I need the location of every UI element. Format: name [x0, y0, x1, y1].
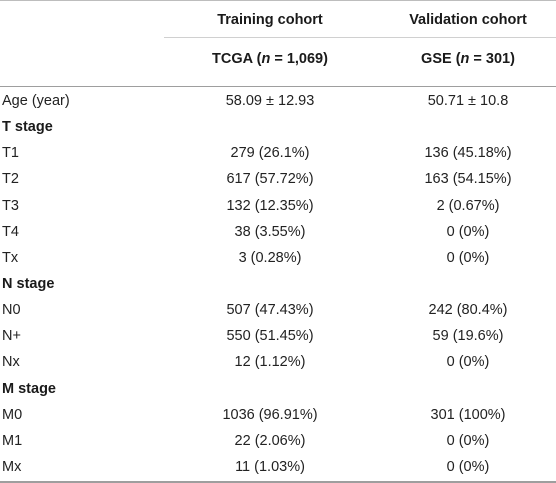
row-label: T3 [2, 197, 19, 214]
table-row: N+ 550 (51.45%) 59 (19.6%) [0, 323, 556, 349]
training-value: 132 (12.35%) [226, 197, 314, 214]
row-label: M1 [2, 432, 23, 449]
section-row: N stage [0, 271, 556, 297]
validation-value: 0 (0%) [446, 223, 490, 240]
validation-value: 0 (0%) [446, 432, 490, 449]
validation-value: 0 (0%) [446, 354, 490, 371]
table-row: T4 38 (3.55%) 0 (0%) [0, 219, 556, 245]
validation-value: 0 (0%) [446, 249, 490, 266]
validation-value: 301 (100%) [430, 406, 506, 423]
validation-value: 242 (80.4%) [428, 302, 508, 319]
table-row: N0 507 (47.43%) 242 (80.4%) [0, 297, 556, 323]
validation-value: 136 (45.18%) [424, 145, 512, 162]
table-top-rule [0, 0, 556, 1]
table-row: M1 22 (2.06%) 0 (0%) [0, 428, 556, 454]
training-value: 617 (57.72%) [226, 171, 314, 188]
validation-value: 50.71 ± 10.8 [427, 93, 509, 109]
section-label: M stage [2, 380, 56, 397]
table-body: Age (year) 58.09 ± 12.93 50.71 ± 10.8 T sta… [0, 88, 556, 480]
validation-value: 2 (0.67%) [436, 197, 500, 214]
row-label: Age (year) [2, 93, 70, 109]
training-value: 1036 (96.91%) [222, 406, 318, 423]
row-label: N0 [2, 302, 21, 319]
row-label: Mx [2, 458, 22, 475]
row-label: N+ [2, 328, 21, 345]
table-bottom-rule [0, 481, 556, 483]
row-label: T4 [2, 223, 19, 240]
row-label: Nx [2, 354, 20, 371]
row-label: M0 [2, 406, 23, 423]
validation-cohort-header: Validation cohort [409, 12, 527, 28]
section-row: M stage [0, 376, 556, 402]
training-value: 3 (0.28%) [238, 249, 302, 266]
section-row: T stage [0, 114, 556, 140]
training-value: 550 (51.45%) [226, 328, 314, 345]
validation-value: 163 (54.15%) [424, 171, 512, 188]
header-separator-rule [164, 37, 556, 38]
training-value: 58.09 ± 12.93 [225, 93, 315, 109]
table-row: Mx 11 (1.03%) 0 (0%) [0, 454, 556, 480]
training-value: 22 (2.06%) [234, 432, 306, 449]
table-row: T3 132 (12.35%) 2 (0.67%) [0, 193, 556, 219]
table-row: Tx 3 (0.28%) 0 (0%) [0, 245, 556, 271]
training-value: 507 (47.43%) [226, 302, 314, 319]
row-label: Tx [2, 249, 19, 266]
table-row: Nx 12 (1.12%) 0 (0%) [0, 349, 556, 375]
validation-value: 59 (19.6%) [432, 328, 504, 345]
training-dataset-header: TCGA (n = 1,069) [212, 51, 328, 67]
training-value: 279 (26.1%) [230, 145, 310, 162]
training-value: 11 (1.03%) [235, 458, 305, 475]
training-value: 12 (1.12%) [234, 354, 306, 371]
training-cohort-header: Training cohort [217, 12, 323, 28]
table-row: T1 279 (26.1%) 136 (45.18%) [0, 140, 556, 166]
training-value: 38 (3.55%) [234, 223, 306, 240]
header-bottom-rule [0, 86, 556, 87]
table-row: M0 1036 (96.91%) 301 (100%) [0, 402, 556, 428]
validation-value: 0 (0%) [446, 458, 490, 475]
row-label: T1 [2, 145, 19, 162]
table-row: T2 617 (57.72%) 163 (54.15%) [0, 166, 556, 192]
section-label: N stage [2, 275, 55, 292]
table-row: Age (year) 58.09 ± 12.93 50.71 ± 10.8 [0, 88, 556, 114]
validation-dataset-header: GSE (n = 301) [421, 51, 515, 67]
row-label: T2 [2, 171, 19, 188]
section-label: T stage [2, 119, 53, 136]
